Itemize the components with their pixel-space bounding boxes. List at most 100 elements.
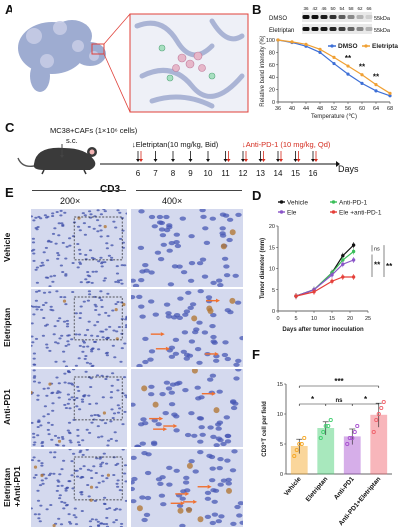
nucleus [99, 256, 103, 259]
nucleus [36, 394, 40, 397]
nucleus [105, 525, 110, 527]
nucleus [224, 308, 231, 313]
nucleus [197, 439, 204, 444]
nucleus [64, 365, 69, 367]
nucleus [45, 343, 49, 346]
y-tick-label: 20 [269, 224, 275, 230]
nucleus [78, 312, 83, 315]
nucleus [55, 489, 59, 492]
nucleus [123, 264, 127, 267]
nucleus [34, 474, 38, 476]
nucleus [86, 299, 90, 302]
nucleus [52, 456, 57, 459]
mag-400: 400× [162, 196, 183, 206]
nucleus [83, 357, 87, 360]
nucleus [121, 423, 125, 426]
nucleus [90, 414, 94, 417]
thermal-shift-chart: 36 40 44 48 52 56 60 64 68 0 20 40 60 80 100 Temperatur… [260, 36, 398, 120]
ihc-image-400x [130, 448, 244, 528]
nucleus [53, 227, 57, 230]
nucleus [78, 262, 83, 265]
nucleus [120, 301, 124, 304]
nucleus [188, 234, 195, 239]
pd1-dose-head [139, 159, 143, 162]
nucleus [203, 240, 211, 245]
nucleus [94, 309, 98, 311]
nucleus [41, 304, 46, 306]
day-label: 11 [221, 169, 230, 178]
nucleus [90, 518, 94, 521]
nucleus [200, 214, 207, 219]
x-axis-label: Days after tumor inoculation [282, 327, 364, 333]
eletriptan-dose-head [223, 159, 228, 162]
nucleus [93, 303, 97, 306]
nucleus [114, 464, 118, 466]
nucleus [99, 290, 103, 293]
data-point [297, 441, 302, 447]
nucleus [43, 405, 47, 408]
y-tick-label: 40 [269, 75, 275, 81]
nucleus [120, 217, 124, 219]
cd3-positive-cell [48, 382, 52, 386]
point [332, 55, 336, 59]
nucleus [124, 480, 127, 483]
nucleus [99, 235, 103, 238]
nucleus [50, 438, 54, 441]
nucleus [76, 434, 80, 437]
nucleus [86, 271, 90, 273]
nucleus [67, 421, 72, 424]
cd3-positive-cell [152, 401, 159, 408]
nucleus [235, 212, 242, 217]
nucleus [77, 389, 81, 392]
nucleus [68, 439, 72, 442]
nucleus [162, 411, 169, 416]
nucleus [152, 312, 159, 317]
nucleus [82, 345, 86, 348]
data-point [321, 429, 326, 435]
nucleus [137, 245, 145, 250]
cd3-positive-cell [177, 507, 184, 514]
nucleus [93, 295, 97, 298]
nucleus [114, 226, 118, 229]
annotation-arrowhead [173, 424, 178, 429]
row-label: Eletriptan [2, 307, 12, 347]
cd3-positive-cell [31, 390, 33, 395]
nucleus [38, 520, 42, 523]
nucleus [112, 412, 117, 415]
nucleus [71, 383, 75, 386]
nucleus [51, 409, 55, 412]
nucleus [105, 462, 109, 465]
nucleus [89, 525, 93, 527]
nucleus [94, 270, 98, 273]
nucleus [86, 468, 90, 471]
y-tick-label: 15 [277, 382, 283, 388]
band-dmso-46 [320, 15, 328, 19]
nucleus [139, 269, 146, 274]
nucleus [40, 445, 44, 447]
nucleus [35, 290, 39, 293]
nucleus [163, 214, 170, 220]
nucleus [79, 449, 83, 452]
nucleus [215, 422, 222, 427]
day-label: 15 [291, 169, 300, 178]
nucleus [81, 439, 85, 442]
pd1-dose-head [244, 159, 248, 162]
nucleus [53, 434, 58, 437]
nucleus [208, 454, 216, 460]
cd3-positive-cell [207, 308, 214, 314]
significance-ns: ns [374, 246, 380, 252]
nucleus [89, 469, 93, 472]
cd3-positive-cell [229, 297, 236, 304]
nucleus [61, 271, 65, 273]
data-point [379, 405, 384, 411]
nucleus [117, 326, 121, 328]
cd3-positive-cell [191, 315, 198, 322]
nucleus [63, 501, 67, 504]
nucleus [66, 340, 70, 343]
nucleus [105, 523, 109, 525]
nucleus [166, 465, 173, 470]
nucleus [76, 266, 80, 269]
point [360, 81, 364, 85]
x-tick-label: 44 [303, 106, 309, 112]
nucleus [183, 309, 191, 314]
